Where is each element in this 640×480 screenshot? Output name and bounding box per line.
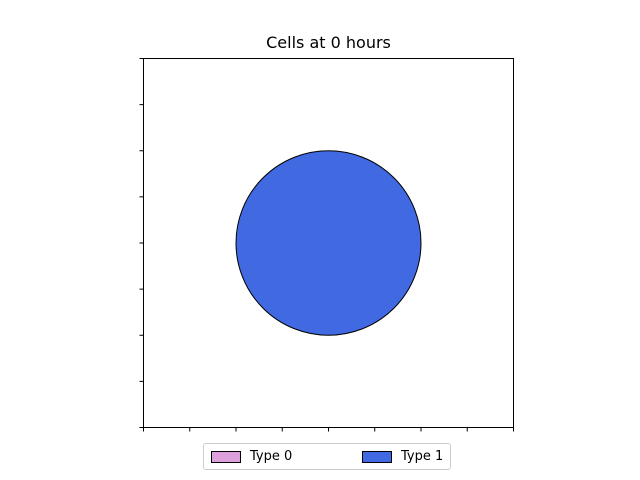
- legend-swatch-type-1: [362, 451, 392, 463]
- cell-circle: [235, 150, 422, 336]
- legend-label-type-0: Type 0: [250, 449, 293, 464]
- chart-title: Cells at 0 hours: [266, 33, 391, 52]
- legend-swatch-type-0: [211, 451, 241, 463]
- cells-layer: [235, 150, 422, 336]
- legend: Type 0 Type 1: [203, 443, 451, 470]
- y-axis-ticks: [139, 58, 144, 428]
- x-axis-ticks: [143, 427, 514, 432]
- legend-label-type-1: Type 1: [401, 449, 444, 464]
